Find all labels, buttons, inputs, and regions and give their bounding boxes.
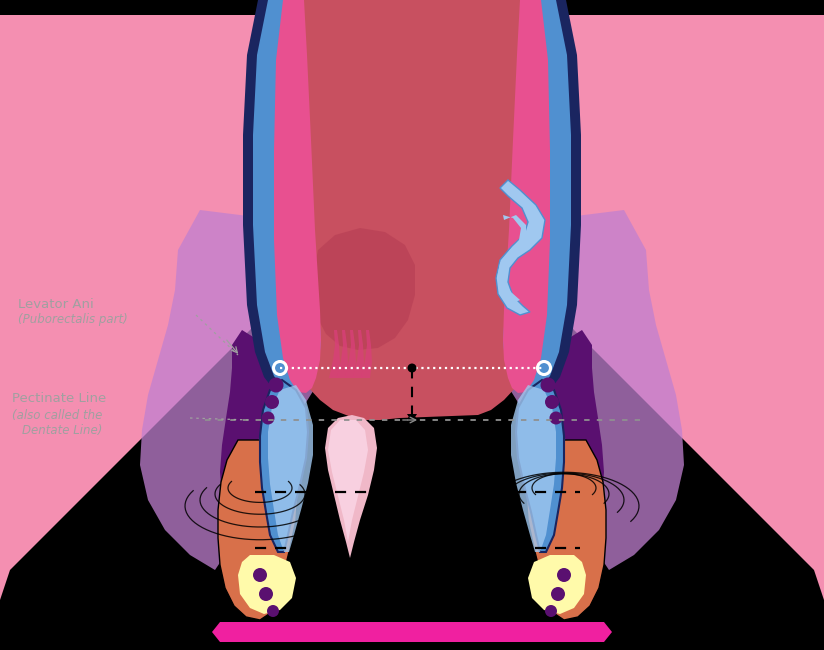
- Text: (also called the: (also called the: [12, 409, 102, 422]
- Polygon shape: [238, 555, 296, 614]
- Polygon shape: [218, 440, 298, 620]
- Polygon shape: [268, 385, 313, 552]
- Circle shape: [545, 395, 559, 409]
- Polygon shape: [260, 380, 308, 552]
- Polygon shape: [505, 0, 575, 392]
- Polygon shape: [212, 622, 612, 642]
- Polygon shape: [516, 380, 564, 552]
- Polygon shape: [246, 0, 316, 392]
- Polygon shape: [345, 330, 356, 378]
- Polygon shape: [497, 215, 526, 303]
- Circle shape: [545, 605, 557, 617]
- Polygon shape: [325, 415, 377, 558]
- Circle shape: [557, 568, 571, 582]
- Circle shape: [541, 378, 555, 393]
- Polygon shape: [496, 180, 545, 315]
- Circle shape: [261, 411, 274, 424]
- Polygon shape: [0, 15, 390, 600]
- Text: Dentate Line): Dentate Line): [22, 424, 102, 437]
- Polygon shape: [474, 210, 684, 570]
- Polygon shape: [503, 0, 550, 393]
- Polygon shape: [434, 15, 824, 600]
- Polygon shape: [407, 542, 417, 550]
- Polygon shape: [552, 330, 604, 548]
- Polygon shape: [220, 330, 272, 548]
- Polygon shape: [353, 330, 364, 378]
- Polygon shape: [503, 0, 571, 392]
- Polygon shape: [274, 0, 321, 393]
- Circle shape: [259, 587, 273, 601]
- Circle shape: [408, 488, 416, 497]
- Circle shape: [550, 411, 563, 424]
- Text: Pectinate Line: Pectinate Line: [12, 392, 106, 405]
- Circle shape: [267, 605, 279, 617]
- Circle shape: [269, 378, 283, 393]
- Polygon shape: [508, 0, 578, 392]
- Text: Levator Ani: Levator Ani: [18, 298, 94, 311]
- Polygon shape: [528, 555, 586, 614]
- Polygon shape: [328, 420, 368, 542]
- Polygon shape: [407, 414, 417, 422]
- Circle shape: [408, 415, 416, 424]
- Circle shape: [265, 395, 279, 409]
- Polygon shape: [511, 385, 556, 552]
- Polygon shape: [253, 0, 321, 392]
- Polygon shape: [314, 228, 415, 350]
- Polygon shape: [512, 0, 581, 394]
- Circle shape: [408, 543, 416, 552]
- Polygon shape: [249, 0, 319, 392]
- Circle shape: [408, 363, 416, 372]
- Polygon shape: [278, 0, 546, 420]
- Polygon shape: [526, 440, 606, 620]
- Polygon shape: [337, 330, 348, 378]
- Polygon shape: [140, 210, 350, 570]
- Circle shape: [551, 587, 565, 601]
- Text: (Puborectalis part): (Puborectalis part): [18, 313, 128, 326]
- Polygon shape: [361, 330, 372, 378]
- Circle shape: [253, 568, 267, 582]
- Polygon shape: [329, 330, 340, 378]
- Polygon shape: [243, 0, 312, 394]
